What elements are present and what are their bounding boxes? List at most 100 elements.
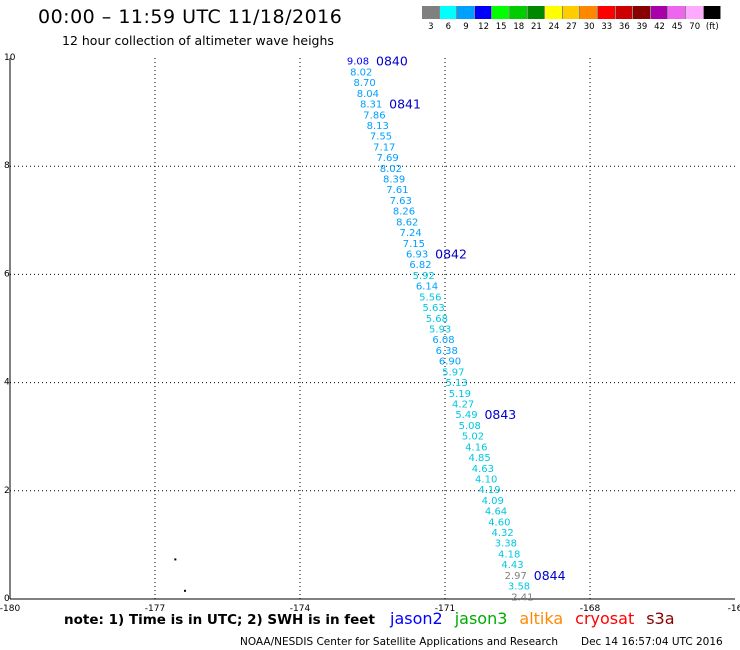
swh-value-label: 8.26 (393, 207, 415, 218)
swh-value-label: 6.93 (406, 250, 428, 261)
swh-value-label: 6.14 (416, 282, 438, 293)
swh-value-label: 8.39 (383, 175, 405, 186)
color-swatch (562, 6, 581, 19)
color-scale-label: 18 (513, 22, 525, 32)
color-scale-label: 21 (530, 22, 542, 32)
swh-value-label: 9.08 (347, 57, 369, 68)
color-swatch (474, 6, 493, 19)
swh-value-label: 5.92 (413, 271, 435, 282)
x-tick-label: -174 (290, 604, 311, 614)
color-swatch (439, 6, 458, 19)
chart-title: 00:00 – 11:59 UTC 11/18/2016 (38, 6, 343, 28)
color-scale-cell: 39 (633, 6, 651, 32)
y-tick-label: 8 (4, 161, 10, 171)
swh-value-label: 6.90 (439, 357, 461, 368)
generated-timestamp: Dec 14 16:57:04 UTC 2016 (581, 636, 723, 648)
swh-value-label: 8.31 (360, 100, 382, 111)
color-swatch (580, 6, 598, 19)
swh-value-label: 7.61 (386, 185, 408, 196)
color-scale-bar: 3 6 9 12 15 18 21 24 27 30 33 36 39 42 45 70 (ft) (422, 6, 722, 32)
swh-value-label: 5.02 (462, 432, 484, 443)
swh-value-label: 7.86 (363, 110, 385, 121)
swh-value-label: 4.10 (475, 474, 497, 485)
color-scale-cell: 3 (422, 6, 440, 32)
color-scale-label: 9 (463, 22, 469, 32)
color-scale-cell: 36 (615, 6, 634, 32)
color-scale-cell: 9 (457, 6, 475, 32)
color-scale-cell: 42 (650, 6, 669, 32)
data-point (174, 558, 177, 561)
y-tick-label: 4 (4, 378, 10, 388)
color-scale-cell: 12 (474, 6, 493, 32)
color-swatch (457, 6, 475, 19)
color-scale-cell: 18 (509, 6, 528, 32)
swh-value-label: 8.62 (396, 217, 418, 228)
swh-value-label: 4.18 (498, 549, 520, 560)
swh-value-label: 3.38 (495, 539, 517, 550)
legend-entry: altika (519, 609, 564, 628)
swh-value-label: 5.08 (459, 421, 481, 432)
swh-value-label: 4.85 (468, 453, 490, 464)
color-scale-cell: 21 (527, 6, 546, 32)
swh-value-label: 4.63 (472, 464, 494, 475)
color-scale-label: 3 (428, 22, 434, 32)
x-tick-label: -177 (145, 604, 165, 614)
swh-value-label: 8.02 (350, 67, 372, 78)
color-scale-cell: 45 (668, 6, 686, 32)
color-swatch (422, 6, 440, 19)
color-swatch (703, 6, 722, 19)
swh-value-label: 7.63 (390, 196, 412, 207)
swh-value-label: 4.32 (491, 528, 513, 539)
swh-value-label: 6.38 (436, 346, 458, 357)
color-scale-label: 12 (478, 22, 489, 32)
swh-value-label: 5.97 (442, 367, 464, 378)
swh-value-label: 8.02 (380, 164, 402, 175)
color-scale-label: 15 (495, 22, 507, 32)
color-swatch (668, 6, 686, 19)
color-scale-cell: (ft) (703, 6, 722, 32)
legend-entry: s3a (646, 609, 675, 628)
swh-value-label: 5.56 (419, 292, 441, 303)
swh-value-label: 3.58 (508, 582, 530, 593)
legend-entry: cryosat (575, 609, 635, 628)
color-swatch (597, 6, 616, 19)
y-tick-label: 2 (4, 486, 10, 496)
credit-line: NOAA/NESDIS Center for Satellite Applica… (240, 636, 558, 648)
swh-value-label: 5.93 (429, 325, 451, 336)
satellite-legend: jason2 jason3 altika cryosat s3a (390, 609, 675, 628)
swh-value-label: 8.04 (357, 89, 379, 100)
swh-value-label: 4.60 (488, 517, 510, 528)
swh-value-label: 5.49 (455, 410, 477, 421)
color-scale-cell: 30 (580, 6, 598, 32)
swh-value-label: 7.69 (376, 153, 398, 164)
swh-value-label: 5.13 (445, 378, 467, 389)
color-scale-label: 36 (618, 22, 630, 32)
swh-value-label: 7.15 (403, 239, 425, 250)
x-tick-label: -16 (728, 604, 740, 614)
swh-value-label: 6.08 (432, 335, 454, 346)
swh-value-label: 2.41 (511, 592, 533, 603)
color-scale-label: 27 (566, 22, 577, 32)
color-swatch (492, 6, 510, 19)
swh-value-label: 4.27 (452, 399, 474, 410)
x-tick-label: -171 (435, 604, 455, 614)
swh-value-label: 5.68 (426, 314, 448, 325)
color-scale-label: 24 (548, 22, 560, 32)
swh-value-label: 8.13 (367, 121, 389, 132)
color-swatch (527, 6, 546, 19)
time-label: 0843 (484, 407, 516, 422)
color-swatch (615, 6, 634, 19)
swh-value-label: 4.19 (478, 485, 500, 496)
time-label: 0842 (435, 247, 467, 262)
time-label: 0841 (389, 97, 421, 112)
color-scale-cell: 24 (545, 6, 563, 32)
x-tick-label: -180 (0, 604, 20, 614)
color-swatch (685, 6, 704, 19)
color-scale-label: (ft) (705, 22, 719, 32)
color-scale-cell: 6 (439, 6, 458, 32)
swh-value-label: 7.17 (373, 142, 395, 153)
chart-subtitle: 12 hour collection of altimeter wave hei… (62, 33, 334, 48)
swh-value-label: 5.19 (449, 389, 471, 400)
color-scale-label: 45 (671, 22, 683, 32)
